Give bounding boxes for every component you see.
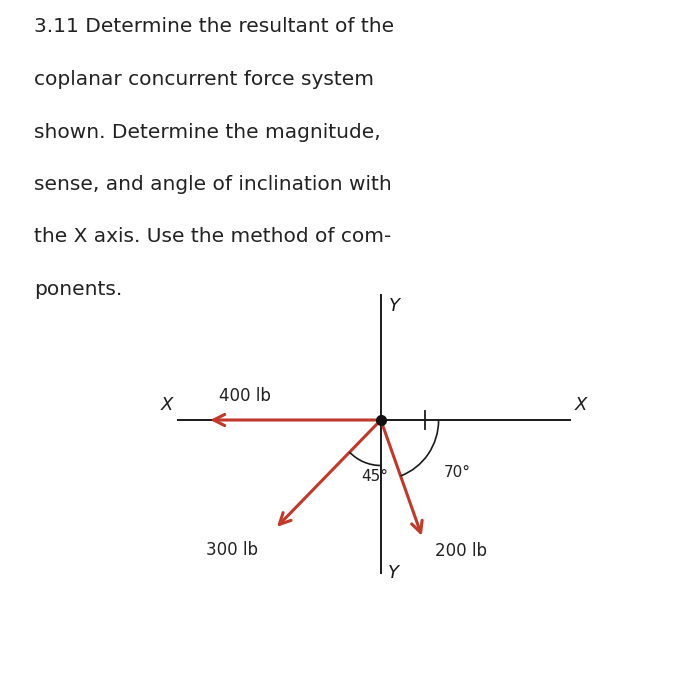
Text: 200 lb: 200 lb (435, 542, 487, 560)
Text: sense, and angle of inclination with: sense, and angle of inclination with (34, 175, 392, 194)
Text: Y: Y (389, 298, 400, 316)
Text: 400 lb: 400 lb (219, 386, 271, 405)
Text: coplanar concurrent force system: coplanar concurrent force system (34, 70, 374, 89)
Text: X: X (161, 396, 173, 414)
Text: ponents.: ponents. (34, 280, 122, 299)
Text: 45°: 45° (361, 468, 388, 484)
Text: X: X (575, 396, 587, 414)
Text: shown. Determine the magnitude,: shown. Determine the magnitude, (34, 122, 381, 141)
Text: 70°: 70° (444, 466, 471, 480)
Text: 3.11 Determine the resultant of the: 3.11 Determine the resultant of the (34, 18, 394, 36)
Text: 300 lb: 300 lb (206, 542, 258, 559)
Text: Y: Y (388, 564, 398, 582)
Text: the X axis. Use the method of com-: the X axis. Use the method of com- (34, 228, 391, 246)
